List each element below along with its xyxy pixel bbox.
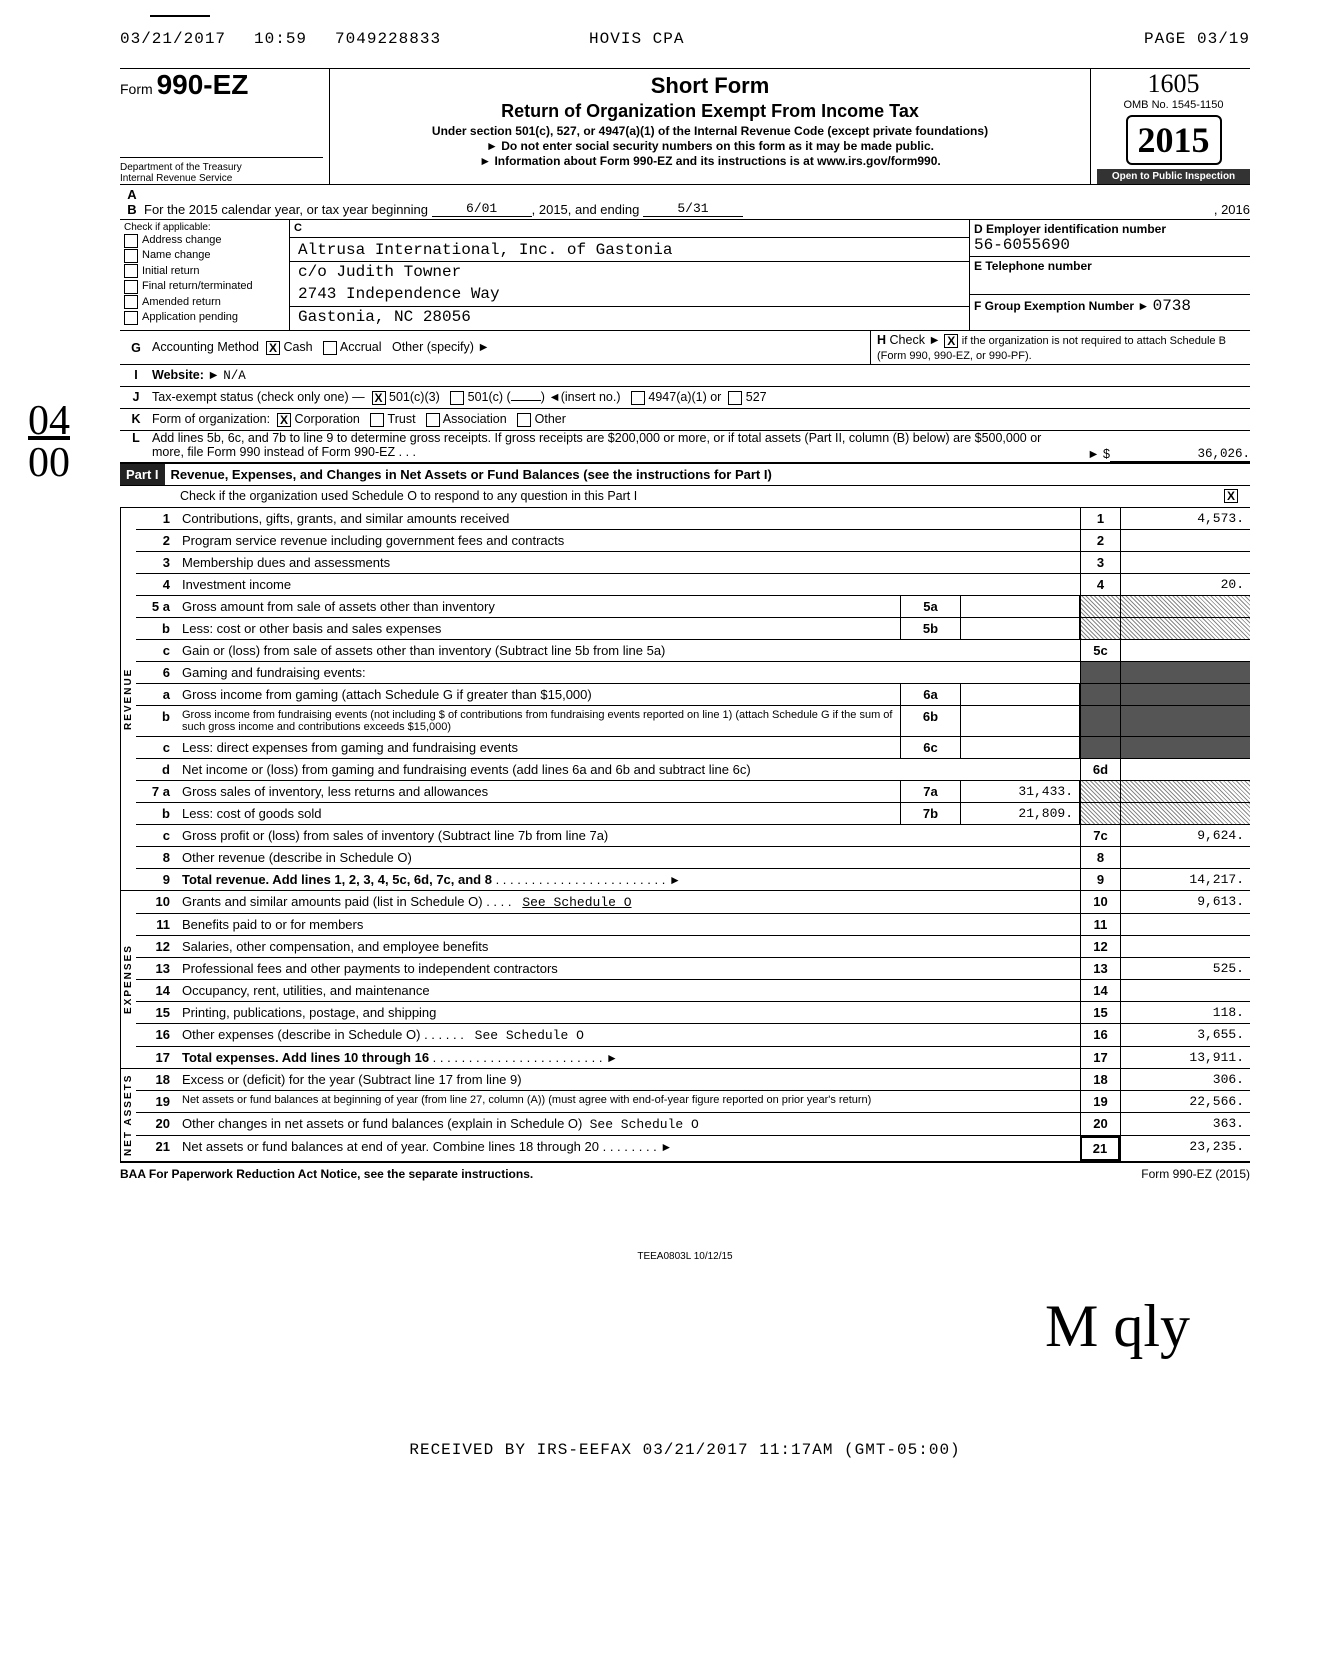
- baa-notice: BAA For Paperwork Reduction Act Notice, …: [120, 1167, 533, 1181]
- form-id: Form 990-EZ: [120, 69, 323, 101]
- line-10-value: 9,613.: [1120, 891, 1250, 913]
- form-footer: Form 990-EZ (2015): [1141, 1167, 1250, 1181]
- expenses-side-label: EXPENSES: [120, 891, 136, 1068]
- chk-app-pending[interactable]: Application pending: [124, 310, 285, 325]
- chk-501c[interactable]: [450, 391, 464, 405]
- agency: Department of the Treasury Internal Reve…: [120, 157, 323, 184]
- chk-sched-o[interactable]: X: [1224, 489, 1238, 503]
- website: N/A: [223, 369, 246, 383]
- chk-final-return[interactable]: Final return/terminated: [124, 279, 285, 294]
- gross-receipts: 36,026.: [1110, 431, 1250, 462]
- row-k: K Form of organization: X Corporation Tr…: [120, 408, 1250, 430]
- chk-assoc[interactable]: [426, 413, 440, 427]
- fy-begin[interactable]: 6/01: [432, 201, 532, 217]
- line-19-value: 22,566.: [1120, 1091, 1250, 1112]
- line-16-value: 3,655.: [1120, 1024, 1250, 1046]
- revenue-side-label: REVENUE: [120, 508, 136, 890]
- line-7b-value: 21,809.: [960, 803, 1080, 824]
- fax-header: 03/21/2017 10:59 7049228833 HOVIS CPA PA…: [120, 30, 1250, 48]
- form-sub2: ► Do not enter social security numbers o…: [340, 139, 1080, 154]
- line-13-value: 525.: [1120, 958, 1250, 979]
- line-6b-value: [960, 706, 1080, 736]
- chk-initial-return[interactable]: Initial return: [124, 264, 285, 279]
- initials: M qly: [120, 1292, 1250, 1361]
- row-i: I Website: ► N/A: [120, 364, 1250, 386]
- line-5b-value: [960, 618, 1080, 639]
- line-6c-value: [960, 737, 1080, 758]
- footer-bar: BAA For Paperwork Reduction Act Notice, …: [120, 1161, 1250, 1181]
- tax-year: 2015: [1126, 115, 1222, 165]
- chk-other-org[interactable]: [517, 413, 531, 427]
- chk-corp[interactable]: X: [277, 413, 291, 427]
- form-sub3: ► Information about Form 990-EZ and its …: [340, 154, 1080, 169]
- form-sub1: Under section 501(c), 527, or 4947(a)(1)…: [340, 124, 1080, 139]
- line-3-value: [1120, 552, 1250, 573]
- line-17-value: 13,911.: [1120, 1047, 1250, 1068]
- org-co: c/o Judith Towner: [290, 261, 969, 284]
- irs-fax-footer: RECEIVED BY IRS-EEFAX 03/21/2017 11:17AM…: [120, 1441, 1250, 1459]
- ein-value: 56-6055690: [974, 236, 1070, 254]
- line-15-value: 118.: [1120, 1002, 1250, 1023]
- fy-end[interactable]: 5/31: [643, 201, 743, 217]
- chk-no-sched-b[interactable]: X: [944, 334, 958, 348]
- form-subtitle: Return of Organization Exempt From Incom…: [340, 101, 1080, 122]
- chk-name-change[interactable]: Name change: [124, 248, 285, 263]
- chk-4947[interactable]: [631, 391, 645, 405]
- section-c-label: C: [290, 220, 969, 238]
- calendar-row: AB For the 2015 calendar year, or tax ye…: [120, 184, 1250, 219]
- row-g: G Accounting Method X Cash Accrual Other…: [120, 330, 1250, 364]
- line-5a-value: [960, 596, 1080, 617]
- chk-527[interactable]: [728, 391, 742, 405]
- line-1-value: 4,573.: [1120, 508, 1250, 529]
- omb-block: 1605 OMB No. 1545-1150: [1097, 69, 1250, 111]
- chk-amended[interactable]: Amended return: [124, 295, 285, 310]
- chk-501c3[interactable]: X: [372, 391, 386, 405]
- phone-label: E Telephone number: [970, 257, 1250, 295]
- line-18-value: 306.: [1120, 1069, 1250, 1090]
- part-1-header: Part I Revenue, Expenses, and Changes in…: [120, 462, 1250, 485]
- net-assets-side-label: NET ASSETS: [120, 1069, 136, 1161]
- check-if-applicable: Check if applicable:: [124, 222, 285, 233]
- line-21-value: 23,235.: [1120, 1136, 1250, 1161]
- chk-accrual[interactable]: [323, 341, 337, 355]
- chk-trust[interactable]: [370, 413, 384, 427]
- teea-code: TEEA0803L 10/12/15: [120, 1251, 1250, 1262]
- line-9-value: 14,217.: [1120, 869, 1250, 890]
- line-7a-value: 31,433.: [960, 781, 1080, 802]
- org-name: Altrusa International, Inc. of Gastonia: [298, 240, 961, 262]
- form-header: Form 990-EZ Department of the Treasury I…: [120, 68, 1250, 184]
- org-street: 2743 Independence Way: [298, 284, 961, 306]
- margin-note-1: 0400: [4, 400, 94, 484]
- chk-cash[interactable]: X: [266, 341, 280, 355]
- line-11-value: [1120, 914, 1250, 935]
- open-public: Open to Public Inspection: [1097, 169, 1250, 184]
- scan-tick: [150, 15, 210, 17]
- chk-address-change[interactable]: Address change: [124, 233, 285, 248]
- line-12-value: [1120, 936, 1250, 957]
- line-6d-value: [1120, 759, 1250, 780]
- fax-number: 7049228833: [335, 30, 441, 48]
- group-exemption: F Group Exemption Number ► 0738: [970, 295, 1250, 317]
- line-5c-value: [1120, 640, 1250, 661]
- fax-date: 03/21/2017: [120, 30, 226, 48]
- row-l: L Add lines 5b, 6c, and 7b to line 9 to …: [120, 430, 1250, 462]
- line-7c-value: 9,624.: [1120, 825, 1250, 846]
- line-4-value: 20.: [1120, 574, 1250, 595]
- form-title: Short Form: [340, 73, 1080, 99]
- line-20-value: 363.: [1120, 1113, 1250, 1135]
- fax-sender: HOVIS CPA: [589, 30, 684, 48]
- fax-page: PAGE 03/19: [1144, 30, 1250, 48]
- line-6a-value: [960, 684, 1080, 705]
- header-block: Check if applicable: Address change Name…: [120, 219, 1250, 330]
- ein-label: D Employer identification number 56-6055…: [970, 220, 1250, 257]
- line-2-value: [1120, 530, 1250, 551]
- line-14-value: [1120, 980, 1250, 1001]
- org-city: Gastonia, NC 28056: [290, 306, 969, 329]
- fax-time: 10:59: [254, 30, 307, 48]
- line-8-value: [1120, 847, 1250, 868]
- part1-check: Check if the organization used Schedule …: [120, 485, 1250, 507]
- row-j: J Tax-exempt status (check only one) — X…: [120, 386, 1250, 408]
